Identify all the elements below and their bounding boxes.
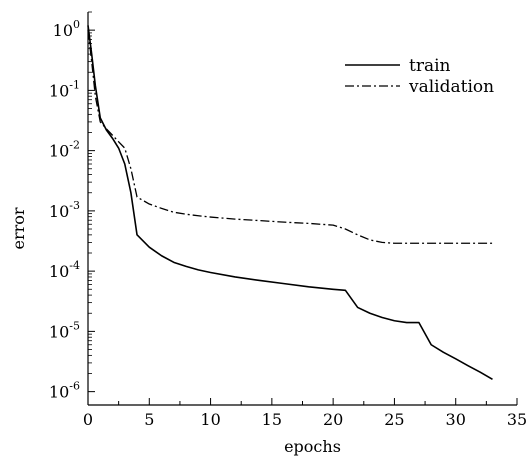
x-tick-label-0: 0 [83, 410, 93, 429]
x-axis-label: epochs [284, 437, 341, 456]
series-line-validation [87, 30, 493, 244]
y-tick-label--2: 10-2 [49, 139, 80, 161]
plot-axes [87, 12, 517, 406]
x-tick-label-35: 35 [507, 410, 527, 429]
legend-label-train: train [409, 56, 451, 76]
x-tick-label-5: 5 [144, 410, 154, 429]
x-tick-label-30: 30 [446, 410, 466, 429]
series-line-train [87, 25, 493, 381]
y-tick-label--1: 10-1 [49, 78, 80, 100]
y-tick-label-0: 100 [53, 18, 80, 40]
y-tick-label--5: 10-5 [49, 319, 80, 341]
y-tick-label--6: 10-6 [49, 380, 80, 402]
x-tick-label-15: 15 [262, 410, 282, 429]
series-lines [87, 25, 493, 381]
legend: train validation [345, 56, 494, 97]
legend-label-validation: validation [408, 77, 494, 97]
y-tick-label--3: 10-3 [49, 199, 80, 221]
x-tick-label-25: 25 [384, 410, 404, 429]
x-tick-label-10: 10 [200, 410, 220, 429]
x-tick-label-20: 20 [323, 410, 343, 429]
y-tick-label--4: 10-4 [49, 259, 80, 281]
axis-ticks: 0 5 10 15 20 25 30 35 100 10-1 10-2 10-3 10-4 10-5 10-… [49, 11, 527, 429]
y-axis-label: error [9, 207, 28, 249]
